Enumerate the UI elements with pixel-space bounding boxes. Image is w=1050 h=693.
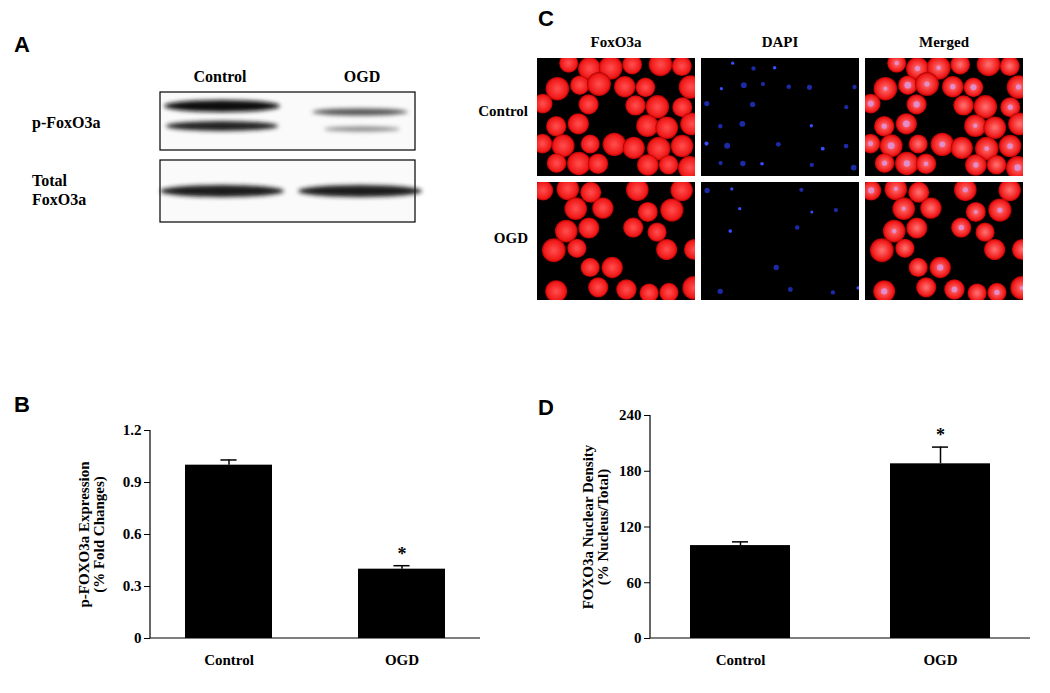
svg-text:*: * — [398, 544, 407, 564]
svg-text:p-FOXO3a Expression(% Fold Cha: p-FOXO3a Expression(% Fold Changes) — [76, 461, 108, 608]
svg-text:OGD: OGD — [923, 652, 957, 668]
svg-text:p-FoxO3a: p-FoxO3a — [32, 114, 100, 132]
svg-text:OGD: OGD — [344, 68, 380, 85]
svg-text:180: 180 — [619, 463, 642, 479]
html-text:B: B — [14, 392, 30, 417]
svg-text:240: 240 — [619, 407, 642, 423]
svg-text:120: 120 — [619, 519, 642, 535]
svg-text:0: 0 — [634, 630, 642, 646]
svg-text:*: * — [936, 425, 945, 445]
svg-text:0.6: 0.6 — [123, 526, 142, 542]
html-text:FoxO3a: FoxO3a — [590, 34, 642, 50]
html-text:Merged: Merged — [919, 34, 969, 50]
svg-text:Control: Control — [716, 652, 766, 668]
svg-text:FOXO3a Nuclear Density(% Nucle: FOXO3a Nuclear Density(% Nucleus/Total) — [580, 444, 612, 609]
html-text:C: C — [538, 6, 554, 31]
svg-text:TotalFoxO3a: TotalFoxO3a — [32, 172, 86, 208]
html-text:A: A — [14, 32, 30, 57]
svg-text:OGD: OGD — [385, 652, 419, 668]
svg-text:0.9: 0.9 — [123, 474, 142, 490]
svg-text:60: 60 — [627, 575, 642, 591]
html-text:D: D — [538, 395, 554, 420]
html-text:Control: Control — [478, 103, 528, 119]
svg-text:1.2: 1.2 — [123, 422, 142, 438]
svg-text:0: 0 — [134, 630, 142, 646]
html-text:DAPI: DAPI — [761, 34, 799, 50]
html-text:OGD: OGD — [493, 230, 528, 246]
svg-text:0.3: 0.3 — [123, 578, 142, 594]
svg-text:Control: Control — [193, 68, 247, 85]
svg-text:Control: Control — [204, 652, 254, 668]
